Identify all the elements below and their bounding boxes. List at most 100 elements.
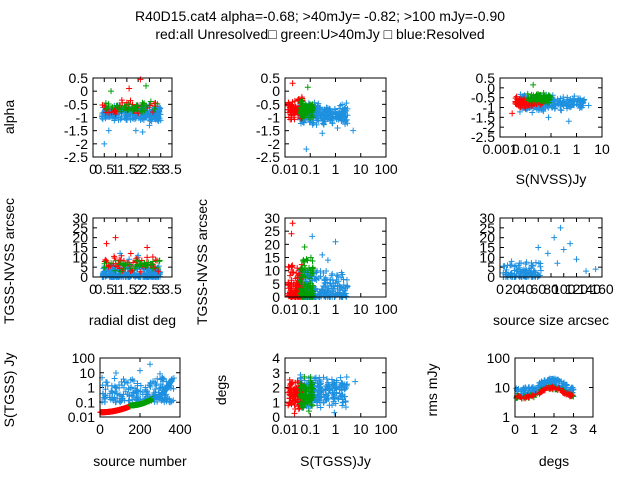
data-point	[567, 240, 574, 247]
x-tick-label: 1.5	[117, 281, 137, 297]
data-point	[579, 100, 586, 107]
data-point	[331, 396, 338, 403]
data-point	[299, 105, 306, 112]
data-point	[140, 263, 147, 270]
data-point	[341, 386, 348, 393]
y-tick-label: 20	[479, 230, 495, 246]
data-point	[550, 385, 557, 392]
y-tick-label: -1.5	[256, 123, 280, 139]
x-tick-label: 1	[112, 281, 120, 297]
data-point	[105, 127, 112, 134]
plot-frame	[499, 77, 603, 138]
x-axis-label: S(NVSS)Jy	[516, 171, 587, 187]
x-tick-label: 2	[550, 421, 558, 437]
x-tick-label: 20	[505, 281, 521, 297]
data-point	[309, 288, 316, 295]
y-tick-label: 20	[72, 230, 88, 246]
data-point	[298, 100, 305, 107]
y-tick-label: 10	[479, 249, 495, 265]
data-point	[144, 244, 151, 251]
data-point	[134, 102, 141, 109]
data-point	[308, 381, 315, 388]
data-point	[300, 286, 307, 293]
data-point	[132, 127, 139, 134]
y-tick-label: 30	[264, 210, 280, 226]
data-point	[508, 258, 515, 265]
data-point	[303, 256, 310, 263]
data-point	[146, 122, 153, 129]
data-point	[318, 380, 325, 387]
y-tick-label: 0	[487, 269, 495, 285]
data-point	[573, 256, 580, 263]
y-tick-label: 0.1	[76, 394, 96, 410]
data-point	[157, 376, 164, 383]
data-point	[135, 252, 142, 259]
data-point	[330, 381, 337, 388]
plot-frame	[499, 217, 603, 278]
y-axis-label: TGSS-NVSS arcsec	[194, 199, 210, 325]
x-tick-label: 400	[168, 421, 192, 437]
x-tick-label: 10	[353, 421, 369, 437]
x-tick-label: 100	[374, 301, 398, 317]
data-point	[154, 100, 161, 107]
data-point	[291, 98, 298, 105]
data-point	[150, 378, 157, 385]
data-point	[294, 265, 301, 272]
data-point	[289, 220, 296, 227]
data-point	[327, 110, 334, 117]
y-tick-label: 3	[272, 365, 280, 381]
data-point	[127, 250, 134, 257]
data-point	[300, 267, 307, 274]
data-point	[340, 281, 347, 288]
y-axis-label: S(TGSS) Jy	[1, 353, 17, 428]
x-axis-label: source number	[93, 453, 187, 469]
data-point	[331, 409, 338, 416]
data-point	[529, 109, 536, 116]
data-point	[113, 370, 119, 377]
x-tick-label: 0	[496, 281, 504, 297]
data-point	[152, 386, 159, 393]
data-point	[528, 262, 535, 269]
data-point	[565, 118, 572, 125]
data-point	[551, 96, 558, 103]
plot-frame	[92, 77, 173, 158]
y-axis-label: rms mJy	[424, 364, 440, 417]
data-point	[335, 116, 342, 123]
data-point	[111, 253, 118, 260]
data-point	[522, 261, 529, 268]
data-point	[147, 361, 153, 368]
data-point	[287, 272, 294, 279]
data-point	[114, 395, 121, 402]
data-point	[297, 374, 304, 381]
x-tick-label: 0	[511, 421, 519, 437]
data-point	[153, 382, 160, 389]
data-point	[301, 243, 308, 250]
data-point	[297, 380, 304, 387]
data-point	[303, 393, 310, 400]
data-point	[291, 410, 298, 417]
x-tick-label: 160	[590, 281, 614, 297]
data-point	[149, 265, 156, 272]
data-point	[566, 101, 573, 108]
x-tick-label: 0.1	[541, 141, 561, 157]
data-point	[100, 265, 107, 272]
y-tick-label: -2.5	[471, 129, 495, 145]
data-point	[540, 95, 547, 102]
data-point	[122, 261, 129, 268]
data-point	[287, 381, 294, 388]
data-point	[343, 284, 350, 291]
data-point	[327, 114, 334, 121]
data-point	[294, 280, 301, 287]
data-point	[141, 107, 148, 114]
data-point	[308, 389, 315, 396]
data-point	[343, 100, 350, 107]
data-point	[148, 118, 155, 125]
data-point	[134, 382, 141, 389]
data-point	[543, 385, 550, 392]
y-tick-label: 0.5	[69, 70, 89, 86]
data-point	[585, 102, 592, 109]
data-point	[299, 104, 306, 111]
data-point	[103, 105, 110, 112]
data-point	[284, 282, 291, 289]
